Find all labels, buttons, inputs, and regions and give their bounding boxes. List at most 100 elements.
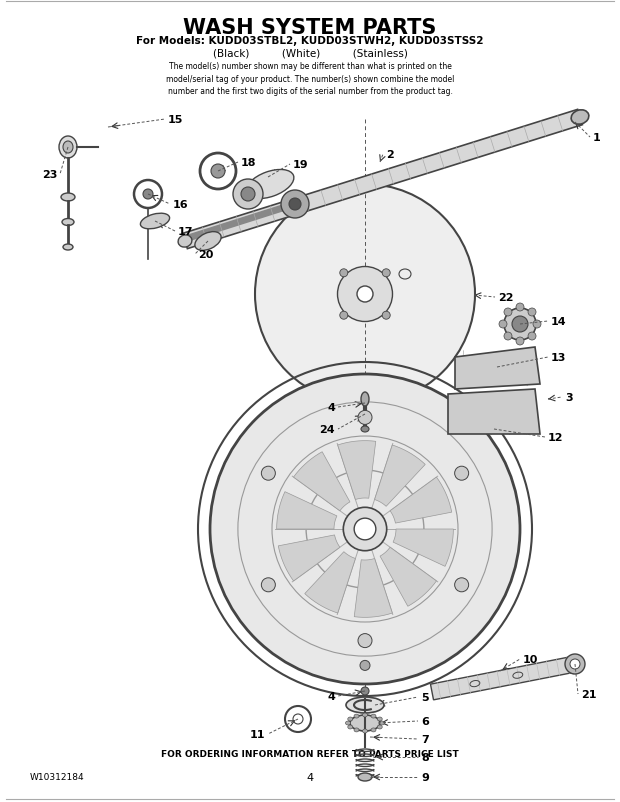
- Circle shape: [533, 321, 541, 329]
- Polygon shape: [354, 559, 392, 618]
- Circle shape: [143, 190, 153, 200]
- Text: The model(s) number shown may be different than what is printed on the
model/ser: The model(s) number shown may be differe…: [166, 62, 454, 96]
- Ellipse shape: [358, 773, 372, 781]
- Text: 14: 14: [551, 317, 567, 326]
- Polygon shape: [277, 492, 337, 529]
- Circle shape: [565, 654, 585, 674]
- Ellipse shape: [354, 715, 359, 718]
- Circle shape: [289, 199, 301, 211]
- Ellipse shape: [178, 236, 192, 248]
- Ellipse shape: [350, 715, 380, 731]
- Ellipse shape: [59, 137, 77, 159]
- Circle shape: [211, 164, 225, 179]
- Ellipse shape: [140, 214, 170, 229]
- Text: 2: 2: [386, 150, 394, 160]
- Ellipse shape: [63, 245, 73, 251]
- Polygon shape: [380, 548, 436, 606]
- Circle shape: [358, 411, 372, 425]
- Text: 8: 8: [421, 752, 429, 762]
- Ellipse shape: [371, 728, 376, 732]
- Circle shape: [528, 333, 536, 341]
- Circle shape: [516, 338, 524, 346]
- Text: 23: 23: [42, 170, 57, 180]
- Text: 4: 4: [327, 403, 335, 412]
- Ellipse shape: [348, 725, 353, 729]
- Circle shape: [504, 333, 512, 341]
- Polygon shape: [338, 441, 376, 500]
- Text: eReplacementParts.com: eReplacementParts.com: [217, 472, 403, 487]
- Polygon shape: [393, 529, 453, 567]
- Ellipse shape: [379, 721, 384, 725]
- Text: 4: 4: [327, 691, 335, 701]
- Circle shape: [255, 184, 475, 404]
- Circle shape: [454, 578, 469, 592]
- Polygon shape: [183, 110, 582, 249]
- Ellipse shape: [377, 717, 382, 721]
- Text: 4: 4: [306, 772, 314, 782]
- Circle shape: [516, 304, 524, 312]
- Circle shape: [262, 467, 275, 480]
- Text: 19: 19: [293, 160, 309, 170]
- Polygon shape: [374, 445, 425, 507]
- Text: FOR ORDERING INFORMATION REFER TO PARTS PRICE LIST: FOR ORDERING INFORMATION REFER TO PARTS …: [161, 750, 459, 759]
- Circle shape: [504, 309, 536, 341]
- Circle shape: [241, 188, 255, 202]
- Circle shape: [262, 578, 275, 592]
- Circle shape: [382, 312, 390, 320]
- Ellipse shape: [571, 111, 589, 125]
- Circle shape: [281, 191, 309, 219]
- Text: For Models: KUDD03STBL2, KUDD03STWH2, KUDD03STSS2: For Models: KUDD03STBL2, KUDD03STWH2, KU…: [136, 36, 484, 46]
- Ellipse shape: [246, 170, 294, 199]
- Ellipse shape: [195, 233, 221, 251]
- Circle shape: [499, 321, 507, 329]
- Text: 18: 18: [241, 158, 257, 168]
- Ellipse shape: [346, 697, 384, 713]
- Ellipse shape: [361, 392, 369, 407]
- Text: 7: 7: [421, 734, 429, 744]
- Ellipse shape: [345, 721, 350, 725]
- Text: 11: 11: [249, 729, 265, 739]
- Circle shape: [337, 267, 392, 322]
- Text: 17: 17: [178, 227, 193, 237]
- Polygon shape: [448, 390, 540, 435]
- Ellipse shape: [361, 427, 369, 432]
- Circle shape: [354, 519, 376, 541]
- Ellipse shape: [348, 717, 353, 721]
- Text: 5: 5: [421, 692, 428, 702]
- Circle shape: [358, 634, 372, 648]
- Text: 1: 1: [593, 133, 601, 143]
- Ellipse shape: [363, 729, 368, 733]
- Text: 15: 15: [168, 115, 184, 125]
- Text: 16: 16: [173, 200, 188, 210]
- Ellipse shape: [63, 142, 73, 154]
- Ellipse shape: [363, 713, 368, 717]
- Polygon shape: [305, 552, 355, 614]
- Circle shape: [340, 269, 348, 277]
- Text: 9: 9: [421, 772, 429, 782]
- Text: 6: 6: [421, 716, 429, 726]
- Ellipse shape: [62, 219, 74, 226]
- Circle shape: [357, 286, 373, 302]
- Circle shape: [570, 659, 580, 669]
- Circle shape: [512, 317, 528, 333]
- Text: 22: 22: [498, 293, 513, 302]
- Circle shape: [210, 375, 520, 684]
- Circle shape: [340, 312, 348, 320]
- Text: 3: 3: [565, 392, 573, 403]
- Text: (Black)          (White)          (Stainless): (Black) (White) (Stainless): [213, 49, 407, 59]
- Ellipse shape: [61, 194, 75, 202]
- Circle shape: [233, 180, 263, 210]
- Circle shape: [454, 467, 469, 480]
- Ellipse shape: [377, 725, 382, 729]
- Text: WASH SYSTEM PARTS: WASH SYSTEM PARTS: [184, 18, 436, 38]
- Circle shape: [343, 508, 387, 551]
- Polygon shape: [293, 452, 350, 511]
- Ellipse shape: [354, 728, 359, 732]
- Text: 24: 24: [319, 424, 335, 435]
- Circle shape: [504, 309, 512, 317]
- Polygon shape: [278, 535, 340, 581]
- Polygon shape: [455, 347, 540, 390]
- Text: 13: 13: [551, 353, 567, 363]
- Circle shape: [361, 687, 369, 695]
- Text: W10312184: W10312184: [30, 772, 84, 781]
